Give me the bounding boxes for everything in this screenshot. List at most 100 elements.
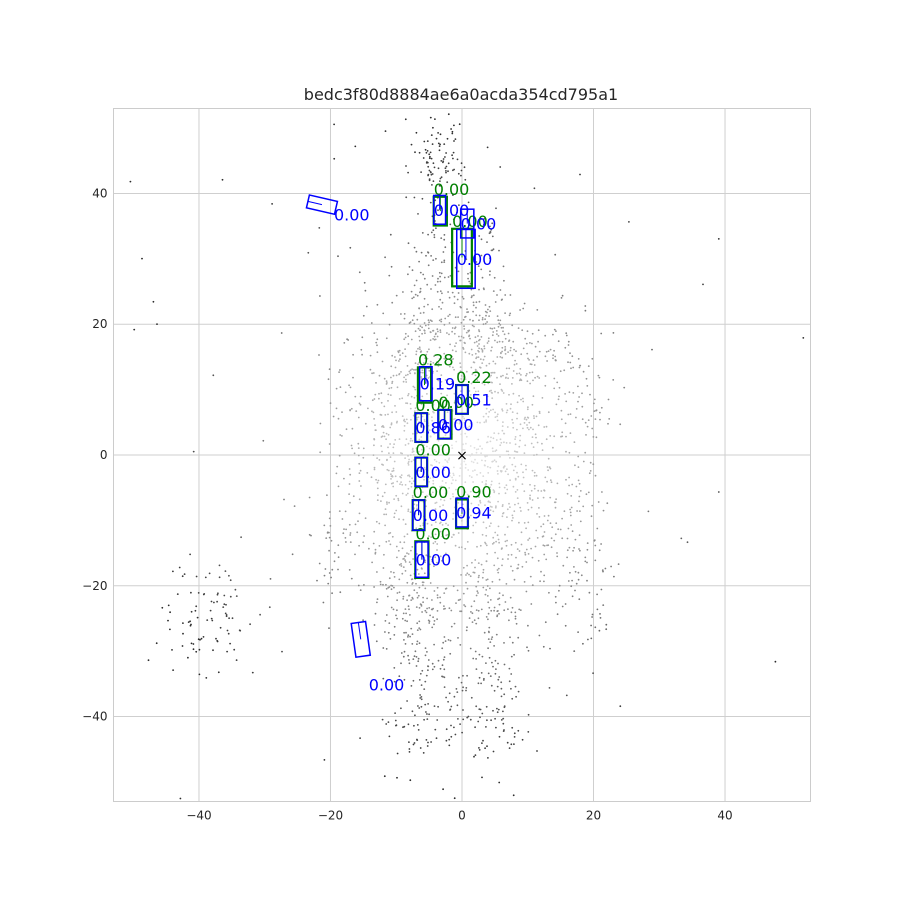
lidar-point: [502, 265, 505, 268]
lidar-point: [225, 614, 228, 616]
lidar-point: [503, 693, 506, 696]
lidar-point: [498, 486, 501, 489]
lidar-point: [472, 657, 475, 660]
lidar-point: [452, 366, 454, 369]
lidar-point: [504, 540, 507, 543]
gt-score-label: 0.00: [415, 441, 451, 460]
lidar-point: [555, 330, 557, 332]
lidar-point: [330, 539, 333, 542]
lidar-point: [376, 351, 379, 354]
lidar-point: [495, 207, 497, 210]
lidar-point: [459, 366, 462, 368]
lidar-point: [416, 591, 418, 594]
lidar-point: [390, 588, 393, 591]
lidar-point: [385, 383, 388, 385]
lidar-point: [448, 487, 451, 489]
lidar-point: [407, 464, 410, 466]
lidar-point: [224, 570, 227, 572]
lidar-point: [412, 743, 415, 746]
lidar-point: [386, 595, 389, 598]
lidar-point: [560, 409, 563, 412]
lidar-point: [500, 719, 503, 721]
lidar-point: [492, 408, 494, 411]
lidar-point: [680, 537, 683, 540]
lidar-point: [462, 592, 465, 595]
lidar-point: [487, 435, 489, 438]
lidar-point: [392, 571, 395, 574]
lidar-point: [409, 574, 412, 577]
lidar-point: [393, 512, 396, 515]
lidar-point: [517, 567, 519, 570]
lidar-point: [535, 415, 538, 418]
lidar-point: [594, 626, 597, 629]
lidar-point: [482, 679, 485, 681]
lidar-point: [506, 426, 509, 428]
lidar-point: [392, 452, 395, 454]
lidar-point: [416, 418, 419, 421]
lidar-point: [189, 553, 192, 556]
lidar-point: [452, 418, 455, 421]
lidar-point: [588, 472, 591, 475]
lidar-point: [549, 348, 552, 351]
lidar-point: [495, 439, 498, 441]
lidar-point: [323, 524, 326, 527]
lidar-point: [487, 647, 489, 650]
lidar-point: [337, 417, 340, 420]
lidar-point: [536, 375, 539, 378]
lidar-point: [471, 561, 473, 564]
lidar-point: [504, 601, 507, 603]
lidar-point: [501, 425, 504, 427]
lidar-point: [435, 490, 438, 493]
lidar-point: [200, 637, 203, 640]
lidar-point: [490, 349, 492, 352]
lidar-point: [533, 417, 535, 419]
lidar-point: [483, 345, 486, 347]
lidar-point: [417, 657, 420, 660]
lidar-point: [351, 427, 354, 430]
lidar-point: [447, 639, 450, 641]
lidar-point: [226, 650, 229, 653]
lidar-point: [647, 510, 650, 513]
lidar-point: [316, 579, 318, 582]
lidar-point: [470, 288, 473, 291]
lidar-point: [561, 537, 564, 540]
lidar-point: [383, 405, 386, 408]
lidar-point: [497, 335, 500, 337]
lidar-point: [417, 347, 419, 350]
lidar-point: [523, 581, 526, 583]
lidar-point: [507, 377, 509, 380]
lidar-point: [172, 570, 174, 573]
lidar-point: [430, 536, 433, 538]
lidar-point: [181, 645, 184, 647]
lidar-point: [319, 451, 322, 454]
lidar-point: [383, 377, 386, 380]
lidar-point: [447, 315, 450, 317]
lidar-point: [492, 460, 494, 463]
lidar-point: [444, 379, 447, 381]
pred-score-label: 0.00: [415, 463, 451, 482]
lidar-point: [493, 432, 496, 434]
lidar-point: [492, 536, 495, 539]
lidar-point: [556, 555, 559, 558]
lidar-point: [531, 403, 534, 406]
lidar-point: [500, 375, 502, 378]
lidar-point: [354, 395, 357, 398]
lidar-point: [478, 319, 480, 322]
lidar-point: [403, 418, 406, 421]
lidar-point: [586, 542, 589, 544]
lidar-point: [495, 505, 497, 508]
lidar-point: [393, 634, 396, 636]
lidar-point: [404, 484, 407, 486]
lidar-point: [508, 502, 510, 505]
lidar-point: [509, 457, 511, 459]
lidar-point: [472, 524, 475, 527]
lidar-point: [433, 431, 435, 433]
lidar-point: [478, 653, 481, 656]
lidar-point: [498, 249, 500, 252]
pred-heading-line: [307, 200, 323, 206]
lidar-point: [129, 180, 132, 183]
lidar-point: [584, 309, 587, 312]
lidar-point: [373, 438, 376, 441]
lidar-point: [453, 401, 456, 404]
lidar-point: [406, 373, 409, 376]
